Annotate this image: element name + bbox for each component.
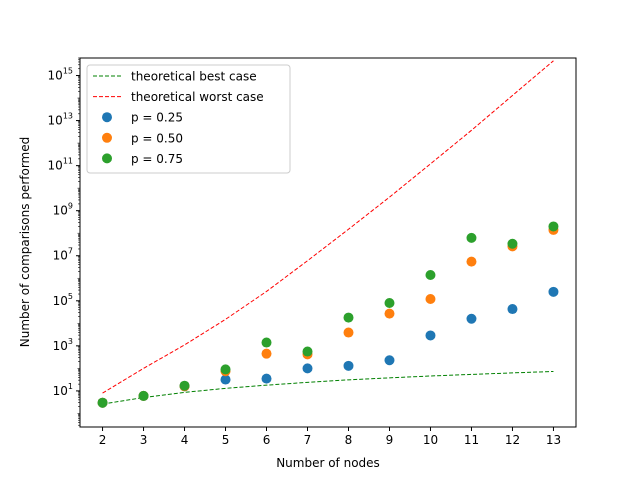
- y-axis-label: Number of comparisons performed: [18, 137, 32, 347]
- data-point-series-1: [507, 304, 518, 315]
- data-point-series-3: [507, 238, 518, 249]
- y-tick-label: 105: [53, 292, 73, 308]
- x-tick-label: 5: [222, 433, 230, 447]
- data-point-series-2: [466, 256, 477, 267]
- plot-area: [97, 60, 559, 408]
- y-tick-label: 1013: [48, 112, 73, 128]
- data-point-series-1: [548, 286, 559, 297]
- y-tick-label: 109: [53, 202, 73, 218]
- data-point-series-3: [384, 297, 395, 308]
- x-tick-label: 7: [304, 433, 312, 447]
- x-tick-label: 11: [464, 433, 479, 447]
- data-point-series-3: [548, 221, 559, 232]
- data-point-series-3: [466, 232, 477, 243]
- legend-label: p = 0.25: [131, 111, 183, 125]
- data-point-series-3: [97, 397, 108, 408]
- legend-label: theoretical best case: [131, 70, 257, 84]
- legend: theoretical best case theoretical worst c…: [86, 64, 291, 174]
- x-tick-label: 10: [423, 433, 438, 447]
- legend-marker-swatch: [102, 112, 112, 123]
- data-point-series-1: [220, 374, 231, 385]
- data-point-series-3: [220, 364, 231, 375]
- legend-label: p = 0.75: [131, 152, 183, 166]
- x-tick-label: 12: [505, 433, 520, 447]
- x-tick-label: 9: [386, 433, 394, 447]
- legend-box: [86, 64, 291, 174]
- data-point-series-3: [302, 346, 313, 357]
- data-point-series-1: [466, 313, 477, 324]
- legend-marker-swatch: [102, 132, 112, 143]
- x-tick-label: 2: [99, 433, 107, 447]
- data-point-series-3: [425, 269, 436, 280]
- y-tick-label: 1011: [48, 157, 73, 173]
- legend-label: p = 0.50: [131, 131, 183, 145]
- x-tick-label: 8: [345, 433, 353, 447]
- legend-label: theoretical worst case: [131, 90, 264, 104]
- data-point-series-3: [138, 390, 149, 401]
- x-tick-label: 6: [263, 433, 271, 447]
- data-point-series-2: [343, 327, 354, 338]
- data-point-series-2: [425, 294, 436, 305]
- series-line-best-case: [102, 370, 554, 405]
- data-point-series-1: [343, 360, 354, 371]
- data-point-series-3: [179, 380, 190, 391]
- x-tick-label: 3: [140, 433, 148, 447]
- x-axis: 2 3 4 5 6 7 8 9 10 11 12 13: [99, 427, 561, 447]
- y-tick-label: 1015: [48, 67, 73, 83]
- series-line-worst-case: [102, 60, 554, 394]
- y-tick-label: 103: [53, 337, 73, 353]
- x-tick-label: 13: [546, 433, 561, 447]
- data-point-series-1: [302, 363, 313, 374]
- data-point-series-1: [425, 330, 436, 341]
- data-point-series-3: [343, 312, 354, 323]
- data-point-series-1: [384, 355, 395, 366]
- data-point-series-1: [261, 373, 272, 384]
- legend-marker-swatch: [102, 153, 112, 164]
- y-axis: 101 103 105 107 109 1011 1013 1015: [48, 57, 80, 426]
- y-tick-label: 101: [53, 382, 73, 398]
- data-point-series-2: [384, 308, 395, 319]
- axes-frame: [79, 57, 577, 428]
- data-point-series-2: [261, 348, 272, 359]
- x-axis-label: Number of nodes: [276, 456, 380, 470]
- x-tick-label: 4: [181, 433, 189, 447]
- data-point-series-3: [261, 337, 272, 348]
- y-tick-label: 107: [53, 247, 73, 263]
